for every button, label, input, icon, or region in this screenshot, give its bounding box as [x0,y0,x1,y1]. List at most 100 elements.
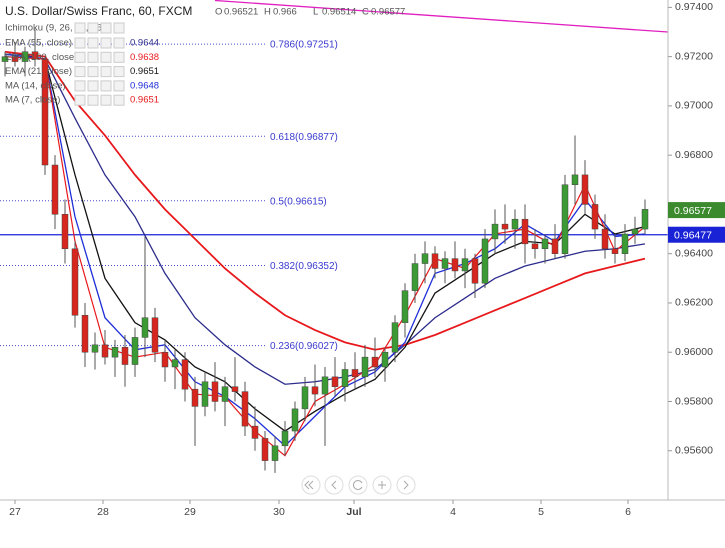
legend-icon [100,22,112,34]
candle-body [461,258,469,272]
legend-icon [87,80,99,92]
scroll-right[interactable] [396,475,416,495]
x-tick-label: 4 [450,506,456,518]
candle-body [641,209,649,230]
x-tick-label: 30 [273,506,285,518]
ohlc-key: L [313,7,318,18]
candle-body [531,243,539,250]
candle-body [181,359,189,390]
candle-body [301,386,309,410]
candle-body [111,347,119,358]
candle-body [171,359,179,368]
legend-icon [100,51,112,63]
candle-body [481,238,489,284]
fib-level-label: 0.786(0.97251) [270,40,338,51]
candle-body [71,248,79,316]
legend-icon [74,51,86,63]
legend-icon [113,66,125,78]
x-tick-label: 27 [9,506,21,518]
legend-name: MA (14, close) [5,80,66,91]
ohlc-value: 0.96514 [322,7,356,18]
chart-title: U.S. Dollar/Swiss Franc, 60, FXCM [5,4,192,18]
candle-body [551,238,559,254]
candle-body [1,56,9,62]
last-price-label: 0.96577 [674,205,712,217]
scroll-left[interactable] [324,475,344,495]
legend-icon [113,37,125,49]
candle-body [281,430,289,447]
x-tick-label: 28 [97,506,109,518]
legend-icon [113,51,125,63]
candle-body [391,322,399,353]
candle-body [321,376,329,395]
ohlc-value: 0.96577 [371,7,405,18]
candle-body [401,290,409,323]
candle-body [221,386,229,402]
candle-body [611,248,619,254]
x-tick-label: 6 [625,506,631,518]
y-tick-label: 0.95800 [675,395,713,407]
candle-body [61,214,69,250]
legend-name: EMA (55, close) [5,38,72,49]
candle-body [441,258,449,269]
y-tick-label: 0.95600 [675,445,713,457]
x-tick-label: Jul [346,506,361,518]
legend-icon [113,94,125,106]
candle-body [141,317,149,338]
fib-level-label: 0.618(0.96877) [270,132,338,143]
indicator-header: Ichimoku (9, 26, 52, 26) [5,23,105,34]
candle-body [521,218,529,245]
y-tick-label: 0.97200 [675,50,713,62]
candle-body [101,344,109,358]
legend-icon [87,94,99,106]
legend-name: MA (7, close) [5,95,60,106]
ohlc-key: H [264,7,271,18]
candle-body [621,233,629,254]
legend-icon [113,80,125,92]
candle-body [501,223,509,230]
candle-body [431,253,439,269]
y-tick-label: 0.97000 [675,100,713,112]
legend-icon [100,80,112,92]
legend-value: 0.9644 [130,38,159,49]
candle-body [541,238,549,250]
indicator-line [4,56,646,457]
fib-level-label: 0.236(0.96027) [270,341,338,352]
legend-icon [87,37,99,49]
legend-icon [74,66,86,78]
y-tick-label: 0.97400 [675,1,713,13]
candle-body [91,344,99,353]
indicator-line [4,53,646,447]
legend-icon [113,22,125,34]
x-tick-label: 29 [184,506,196,518]
candle-body [11,56,19,62]
axes: 0.97400 0.97200 0.97000 0.96800 0.96400 0.962… [9,1,725,518]
candle-body [241,391,249,427]
reset[interactable] [348,475,368,495]
ohlc-key: O [215,7,222,18]
candle-body [381,351,389,368]
navigation-buttons [301,475,416,495]
candle-body [201,381,209,407]
y-tick-label: 0.96200 [675,297,713,309]
candle-body [161,351,169,368]
y-tick-label: 0.96000 [675,346,713,358]
candle-body [231,386,239,392]
ohlc-key: C [362,7,369,18]
fib-level-label: 0.5(0.96615) [270,196,327,207]
candle-body [311,386,319,395]
legend-name: EMA (21, close) [5,66,72,77]
overlay-line [214,0,668,33]
candle-body [211,381,219,402]
last-price-label-box [668,202,725,219]
candle-body [251,425,259,439]
candle-body [471,258,479,284]
zoom-in[interactable] [372,475,392,495]
x-tick-label: 5 [538,506,544,518]
legend-value: 0.9648 [130,80,159,91]
scroll-left-far[interactable] [301,475,321,495]
plot-area: 0.786(0.97251) 0.618(0.96877) 0.5(0.96615)… [0,0,668,473]
legend-icon [100,94,112,106]
fib-level-label: 0.382(0.96352) [270,261,338,272]
candle-body [51,164,59,215]
